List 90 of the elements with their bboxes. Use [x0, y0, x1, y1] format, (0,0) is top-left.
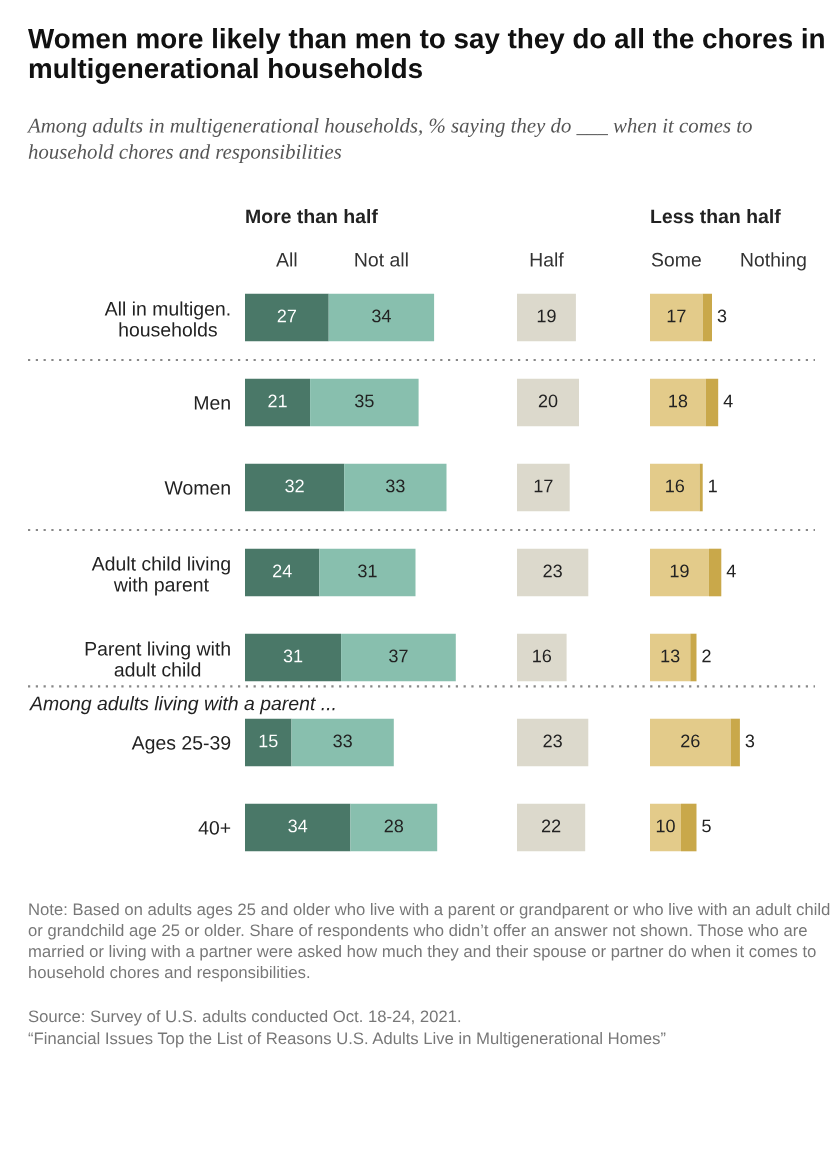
- data-label: 32: [285, 479, 304, 493]
- data-label: 20: [538, 394, 558, 408]
- data-label: 28: [384, 819, 404, 833]
- data-label: 23: [543, 564, 562, 578]
- bar: [245, 293, 329, 342]
- data-label: 10: [656, 819, 675, 833]
- data-label: 34: [288, 819, 308, 833]
- series-label: All: [276, 252, 297, 267]
- bar: [650, 548, 709, 597]
- data-label: 5: [702, 819, 711, 833]
- bar: [341, 633, 456, 682]
- data-label: 31: [283, 649, 303, 663]
- data-label: 33: [386, 479, 405, 493]
- source-note: Source: Survey of U.S. adults conducted Oct. 18-24, 2021.: [28, 1010, 461, 1026]
- data-label: 24: [273, 564, 292, 578]
- data-label: 19: [537, 309, 556, 323]
- data-label: 16: [533, 649, 552, 663]
- bar: [517, 718, 589, 767]
- series-label: Half: [530, 252, 564, 267]
- bar: [517, 803, 586, 852]
- bar: [650, 803, 681, 852]
- data-label: 34: [372, 309, 391, 323]
- text: Note: Based on adults ages 25 and older who live with a parent or grandparent or who live with an adult child or grandchild age 25 or older. Share of respondents who didn’t offer an answer not shown. Those who are married or living with a partner were asked how much they and their spouse or partner do when it comes to household chores and responsibilities.: [28, 903, 830, 982]
- data-label: 35: [355, 394, 374, 408]
- bar: [708, 548, 722, 597]
- chart-subtitle: Among adults in multigenerational households, % saying they do ___ when it comes to household chores and responsibilities: [26, 118, 752, 164]
- y-tick-label: Men: [194, 396, 230, 410]
- data-label: 3: [717, 309, 727, 323]
- bar: [350, 803, 438, 852]
- bar: [690, 633, 697, 682]
- data-label: 17: [534, 479, 553, 493]
- data-label: 13: [661, 649, 680, 663]
- bar: [650, 718, 731, 767]
- data-label: 4: [723, 394, 733, 408]
- series-label: Not all: [355, 252, 408, 267]
- data-label: 16: [666, 479, 685, 493]
- legend-title: More than half: [246, 208, 378, 224]
- bar: [517, 378, 579, 427]
- annotation: Among adults living with a parent ...: [29, 696, 335, 715]
- y-tick-label: Ages 25-39: [131, 735, 231, 754]
- y-tick-label: Adult child living with parent: [91, 556, 230, 596]
- series-label: Some: [651, 252, 701, 267]
- data-label: 21: [268, 394, 287, 408]
- chart-title: Women more likely than men to say they do all the chores in multigenerational households: [28, 28, 824, 84]
- text: “Financial Issues Top the List of Reasons U.S. Adults Live in Multigenerational Homes”: [28, 1032, 666, 1048]
- bar: [650, 378, 706, 427]
- data-label: 37: [389, 649, 408, 663]
- bar: [245, 718, 292, 767]
- bar: [517, 463, 570, 512]
- bar: [310, 378, 419, 427]
- bar: [730, 718, 740, 767]
- bar: [681, 803, 697, 852]
- data-label: 15: [259, 734, 278, 748]
- data-label: 33: [333, 734, 352, 748]
- bar: [291, 718, 394, 767]
- data-label: 18: [669, 394, 688, 408]
- bar: [344, 463, 447, 512]
- bar: [705, 378, 719, 427]
- y-tick-label: Parent living with adult child: [85, 641, 230, 677]
- data-label: 17: [667, 309, 686, 323]
- data-label: 3: [745, 734, 755, 748]
- bar: [702, 293, 712, 342]
- data-label: 27: [277, 309, 296, 323]
- legend-title: Less than half: [651, 208, 781, 224]
- data-label: 26: [681, 734, 700, 748]
- bar: [650, 293, 703, 342]
- data-label: 31: [358, 564, 377, 578]
- y-tick-label: 40+: [198, 820, 231, 835]
- bar: [328, 293, 435, 342]
- bar: [245, 378, 311, 427]
- data-label: 1: [709, 479, 717, 493]
- bar: [517, 548, 589, 597]
- bar: [319, 548, 416, 597]
- data-label: 23: [543, 734, 562, 748]
- bar: [517, 293, 576, 342]
- data-label: 19: [670, 564, 689, 578]
- data-label: 2: [702, 649, 711, 663]
- y-tick-label: All in multigen. households: [104, 301, 230, 337]
- data-label: 4: [726, 564, 736, 578]
- bar: [245, 548, 320, 597]
- bar: [650, 463, 700, 512]
- bar: [245, 803, 351, 852]
- bar: [245, 633, 342, 682]
- y-tick-label: Women: [164, 481, 230, 495]
- bar: [245, 463, 345, 512]
- bar: [517, 633, 567, 682]
- bar: [650, 633, 691, 682]
- data-label: 22: [541, 819, 561, 833]
- bar: [699, 463, 703, 512]
- series-label: Nothing: [741, 252, 806, 271]
